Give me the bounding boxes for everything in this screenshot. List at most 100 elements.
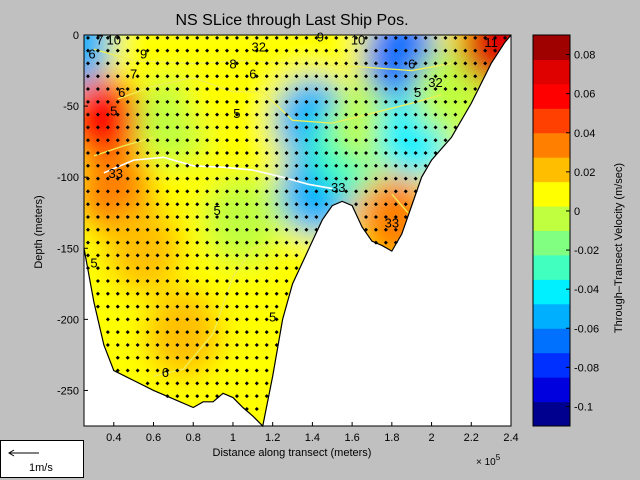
x-tick-label: 1.6 xyxy=(344,432,359,444)
measurement-point xyxy=(354,87,359,92)
measurement-point xyxy=(244,253,249,258)
measurement-point xyxy=(165,342,170,347)
measurement-point xyxy=(373,99,378,104)
measurement-point xyxy=(264,176,269,181)
measurement-point xyxy=(105,99,110,104)
measurement-point xyxy=(155,35,160,40)
measurement-point xyxy=(264,48,269,53)
measurement-point xyxy=(413,138,418,143)
measurement-point xyxy=(215,138,220,143)
measurement-point xyxy=(165,99,170,104)
measurement-point xyxy=(155,138,160,143)
measurement-point xyxy=(413,87,418,92)
measurement-point xyxy=(334,61,339,66)
measurement-point xyxy=(473,74,478,79)
measurement-point xyxy=(473,35,478,40)
measurement-point xyxy=(224,176,229,181)
measurement-point xyxy=(175,317,180,322)
measurement-point xyxy=(224,227,229,232)
measurement-point xyxy=(224,330,229,335)
measurement-point xyxy=(234,74,239,79)
measurement-point xyxy=(224,61,229,66)
measurement-point xyxy=(145,125,150,130)
measurement-point xyxy=(215,214,220,219)
measurement-point xyxy=(145,368,150,373)
yellow-contour-line-2 xyxy=(93,136,154,157)
measurement-point xyxy=(443,35,448,40)
measurement-point xyxy=(85,189,90,194)
measurement-point xyxy=(155,240,160,245)
x-exponent-power: 5 xyxy=(496,453,501,462)
measurement-point xyxy=(443,112,448,117)
measurement-point xyxy=(85,112,90,117)
measurement-point xyxy=(314,176,319,181)
measurement-point xyxy=(354,189,359,194)
measurement-point xyxy=(443,74,448,79)
contour-label: 32 xyxy=(428,75,442,90)
measurement-point xyxy=(195,266,200,271)
measurement-point xyxy=(215,35,220,40)
measurement-point xyxy=(284,278,289,283)
contour-label: 6 xyxy=(118,85,125,100)
velocity-blob-0 xyxy=(84,76,142,165)
measurement-point xyxy=(215,151,220,156)
measurement-point xyxy=(224,125,229,130)
measurement-point xyxy=(95,214,100,219)
measurement-point xyxy=(165,214,170,219)
measurement-point xyxy=(383,202,388,207)
measurement-point xyxy=(95,266,100,271)
measurement-point xyxy=(254,317,259,322)
measurement-point xyxy=(175,99,180,104)
measurement-point xyxy=(215,304,220,309)
measurement-point xyxy=(175,355,180,360)
measurement-point xyxy=(443,48,448,53)
measurement-point xyxy=(155,317,160,322)
measurement-point xyxy=(344,99,349,104)
measurement-point xyxy=(254,253,259,258)
measurement-point xyxy=(185,176,190,181)
measurement-point xyxy=(304,74,309,79)
measurement-point xyxy=(284,253,289,258)
measurement-point xyxy=(274,266,279,271)
measurement-point xyxy=(284,87,289,92)
measurement-point xyxy=(373,61,378,66)
measurement-point xyxy=(483,35,488,40)
colorbar-segment xyxy=(533,108,570,134)
measurement-point xyxy=(165,112,170,117)
measurement-point xyxy=(264,87,269,92)
measurement-point xyxy=(254,87,259,92)
measurement-point xyxy=(383,240,388,245)
measurement-point xyxy=(423,112,428,117)
measurement-point xyxy=(304,48,309,53)
measurement-point xyxy=(224,355,229,360)
measurement-point xyxy=(334,151,339,156)
measurement-point xyxy=(294,176,299,181)
measurement-point xyxy=(145,355,150,360)
measurement-point xyxy=(274,253,279,258)
measurement-point xyxy=(95,74,100,79)
measurement-point xyxy=(453,112,458,117)
measurement-point xyxy=(105,278,110,283)
measurement-point xyxy=(373,163,378,168)
measurement-point xyxy=(234,291,239,296)
measurement-point xyxy=(304,151,309,156)
measurement-point xyxy=(224,112,229,117)
measurement-point xyxy=(264,278,269,283)
measurement-point xyxy=(195,278,200,283)
contour-label: 33 xyxy=(109,166,123,181)
measurement-point xyxy=(423,87,428,92)
measurement-point xyxy=(264,112,269,117)
measurement-point xyxy=(135,61,140,66)
measurement-point xyxy=(125,227,130,232)
measurement-point xyxy=(105,163,110,168)
measurement-point xyxy=(195,394,200,399)
measurement-point xyxy=(224,381,229,386)
measurement-point xyxy=(244,125,249,130)
measurement-point xyxy=(185,381,190,386)
measurement-point xyxy=(264,368,269,373)
measurement-point xyxy=(403,87,408,92)
measurement-point xyxy=(264,304,269,309)
measurement-point xyxy=(284,125,289,130)
measurement-point xyxy=(304,163,309,168)
measurement-point xyxy=(215,381,220,386)
